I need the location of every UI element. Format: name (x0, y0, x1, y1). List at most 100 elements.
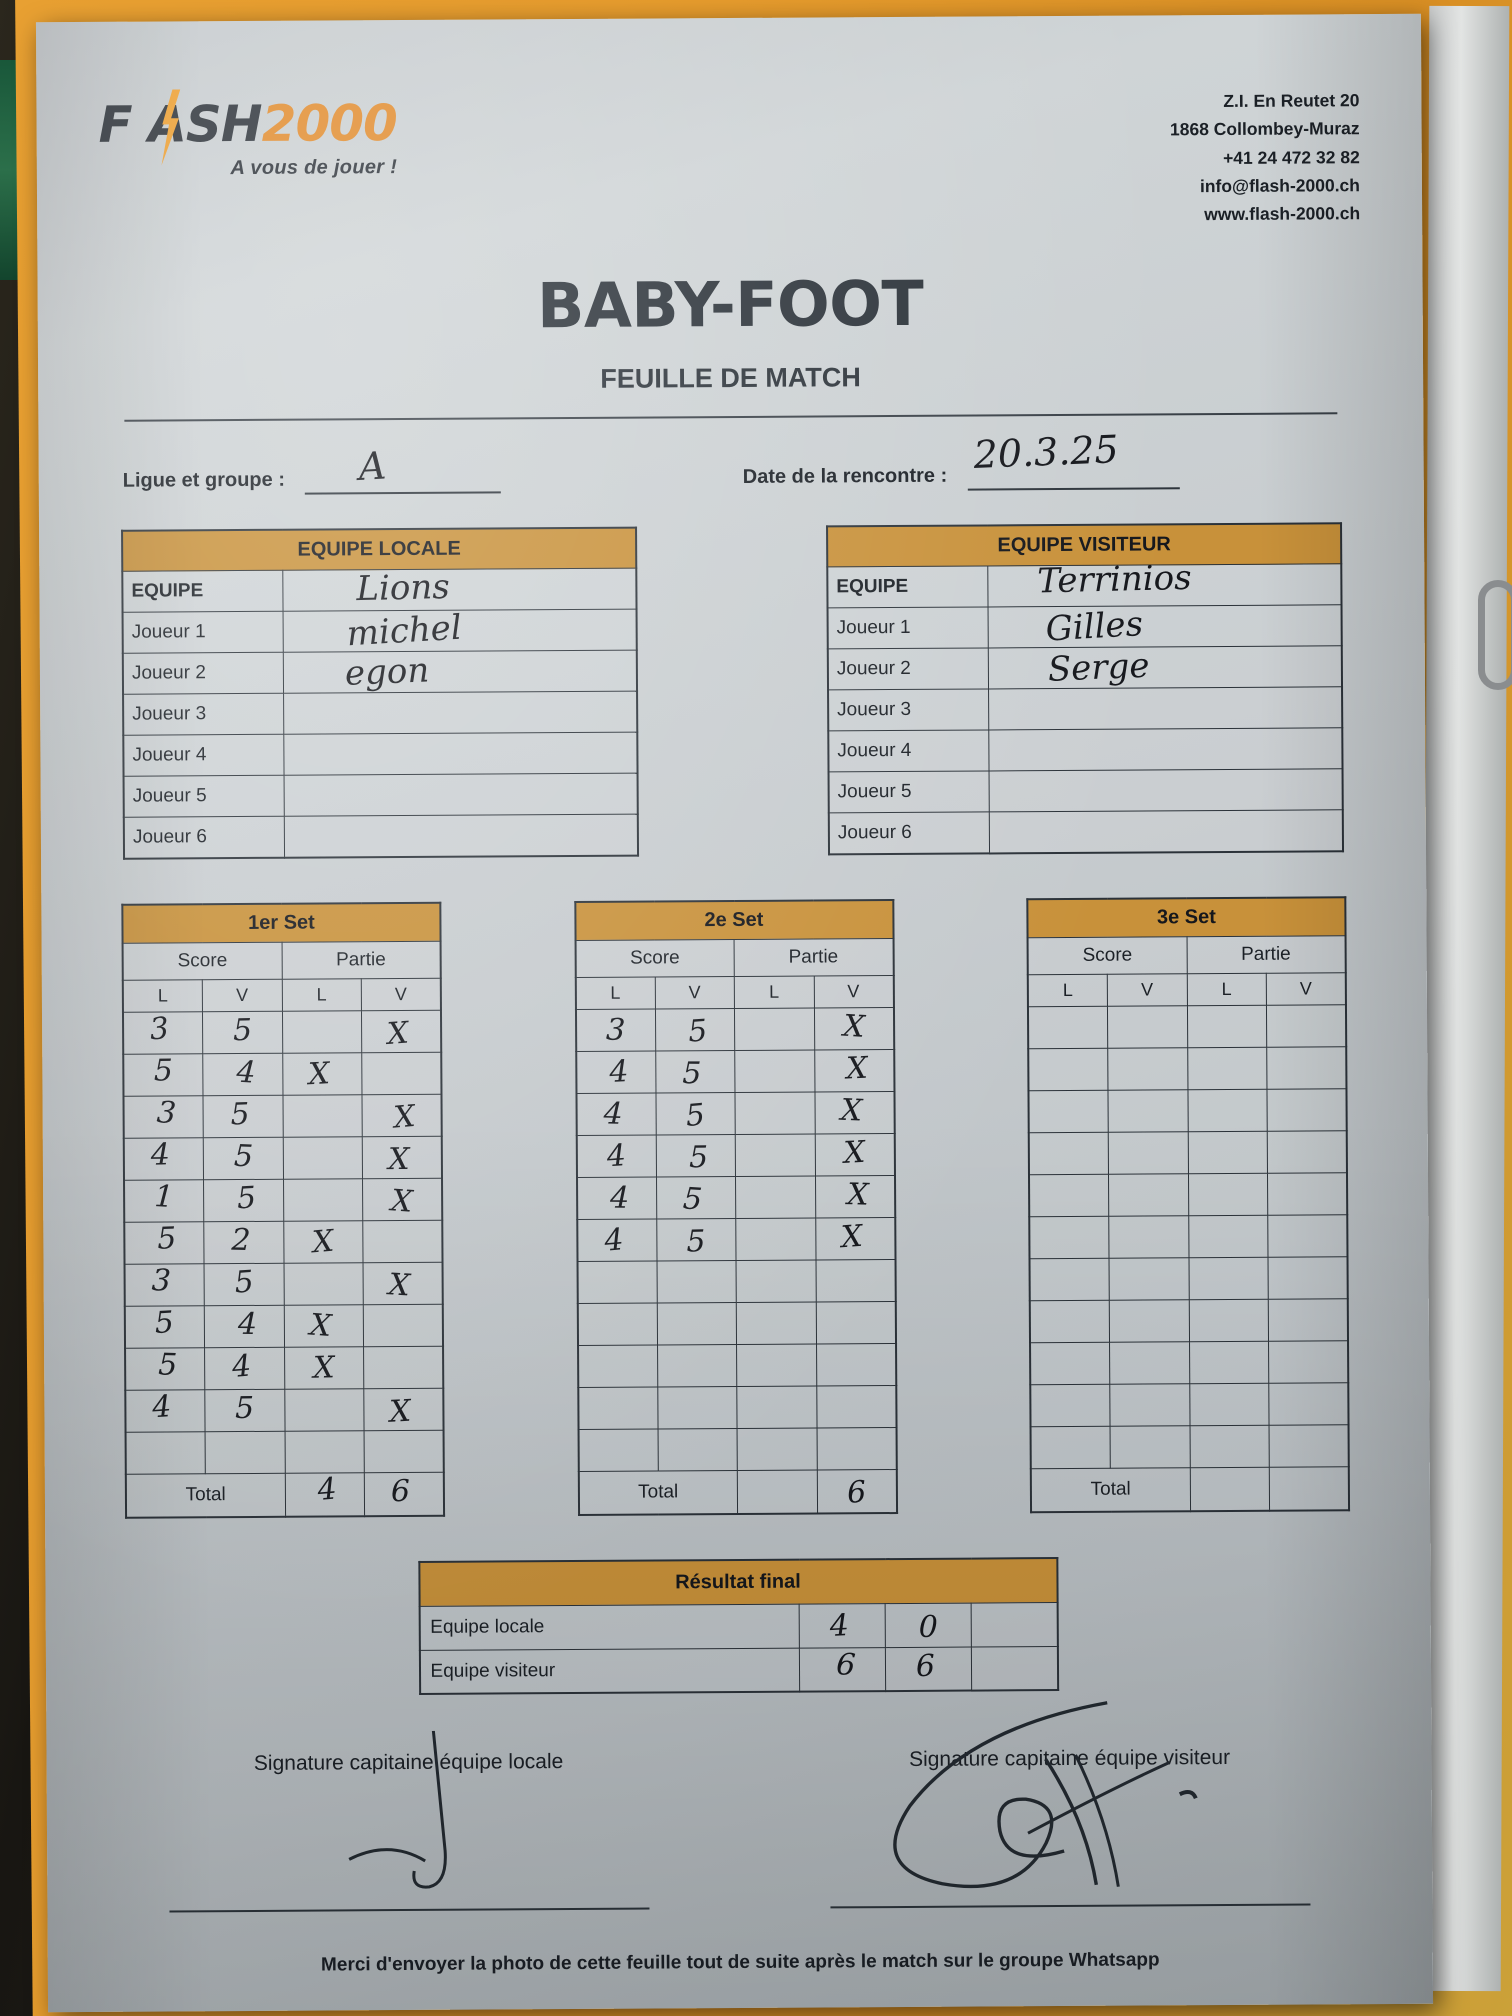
set-1-r6-partie-l[interactable]: X (283, 1220, 364, 1263)
set-2-r7-score-l[interactable] (577, 1260, 657, 1304)
set-1-r10-partie-l[interactable] (284, 1388, 365, 1431)
set-1-r3-score-v[interactable]: 5 (202, 1094, 283, 1138)
set-1-r6-score-v[interactable]: 2 (203, 1220, 284, 1264)
set-1-r3-score-l[interactable]: 3 (123, 1095, 204, 1138)
visitor-player-3-cell[interactable] (988, 687, 1343, 731)
final-local-c3[interactable] (971, 1602, 1058, 1647)
set-2-total-l[interactable] (737, 1469, 818, 1515)
set-3-r10-partie-v[interactable] (1268, 1382, 1349, 1425)
set-3-r6-score-l[interactable] (1029, 1215, 1110, 1259)
set-3-r2-partie-v[interactable] (1266, 1046, 1347, 1089)
visitor-player-2-cell[interactable]: Serge (987, 646, 1343, 690)
set-3-r5-score-v[interactable] (1108, 1173, 1189, 1216)
set-1-r8-partie-v[interactable] (363, 1304, 444, 1347)
set-1-r9-score-l[interactable]: 5 (125, 1347, 205, 1390)
set-3-r4-score-l[interactable] (1028, 1131, 1109, 1175)
set-3-r11-partie-l[interactable] (1189, 1424, 1270, 1468)
set-1-r4-score-l[interactable]: 4 (123, 1137, 204, 1180)
set-3-r2-score-v[interactable] (1107, 1047, 1188, 1090)
set-3-r8-score-v[interactable] (1109, 1299, 1190, 1342)
set-3-r9-score-l[interactable] (1030, 1341, 1110, 1385)
local-player-4-cell[interactable] (283, 732, 638, 776)
set-1-r5-partie-v[interactable]: X (362, 1178, 443, 1221)
set-3-total-v[interactable] (1269, 1466, 1350, 1511)
set-3-r10-score-v[interactable] (1109, 1383, 1190, 1426)
set-3-r1-score-v[interactable] (1107, 1005, 1188, 1048)
set-2-r9-partie-v[interactable] (816, 1343, 896, 1386)
set-2-r11-partie-v[interactable] (816, 1427, 897, 1470)
set-2-r8-score-l[interactable] (577, 1302, 658, 1346)
set-3-r7-score-v[interactable] (1109, 1257, 1189, 1300)
set-2-r11-score-l[interactable] (578, 1428, 658, 1472)
set-2-r3-score-v[interactable]: 5 (655, 1092, 736, 1135)
set-1-r10-score-l[interactable]: 4 (125, 1389, 206, 1432)
league-input[interactable]: A (304, 443, 502, 495)
set-1-r2-partie-l[interactable]: X (282, 1052, 362, 1095)
set-2-r1-score-l[interactable]: 3 (575, 1008, 656, 1052)
set-2-r3-partie-l[interactable] (734, 1091, 815, 1135)
local-signature-line[interactable] (168, 1730, 650, 1913)
set-3-r3-score-l[interactable] (1028, 1089, 1109, 1133)
local-player-1-cell[interactable]: michel (282, 608, 637, 655)
set-2-r5-partie-v[interactable]: X (814, 1175, 895, 1218)
local-player-5-cell[interactable] (283, 773, 638, 817)
visitor-player-6-cell[interactable] (988, 809, 1344, 854)
set-3-r8-score-l[interactable] (1029, 1299, 1110, 1343)
set-2-r8-partie-l[interactable] (736, 1301, 817, 1345)
set-3-r1-score-l[interactable] (1027, 1005, 1108, 1049)
set-3-r2-partie-l[interactable] (1187, 1046, 1267, 1090)
set-2-r1-partie-v[interactable]: X (813, 1007, 894, 1050)
set-1-r8-partie-l[interactable]: X (283, 1304, 364, 1347)
set-2-r7-score-v[interactable] (656, 1260, 737, 1303)
set-2-r10-score-l[interactable] (577, 1386, 658, 1430)
set-1-r11-score-v[interactable] (205, 1430, 285, 1474)
final-local-c1[interactable]: 4 (799, 1603, 886, 1648)
set-1-r8-score-v[interactable]: 4 (204, 1304, 285, 1348)
visitor-player-5-cell[interactable] (988, 769, 1343, 813)
set-2-r1-score-v[interactable]: 5 (654, 1008, 735, 1051)
set-1-r9-partie-l[interactable]: X (284, 1346, 364, 1389)
set-2-r5-score-v[interactable]: 5 (655, 1176, 736, 1219)
set-2-r11-partie-l[interactable] (737, 1427, 817, 1471)
visitor-signature-line[interactable] (829, 1701, 1311, 1909)
set-2-r4-partie-l[interactable] (735, 1133, 815, 1177)
set-2-r9-score-v[interactable] (657, 1344, 737, 1387)
set-2-r4-partie-v[interactable]: X (814, 1133, 895, 1176)
set-3-r9-partie-l[interactable] (1189, 1340, 1269, 1384)
set-2-r6-partie-l[interactable] (735, 1217, 816, 1261)
set-3-r8-partie-l[interactable] (1188, 1298, 1269, 1342)
final-visitor-c3[interactable] (971, 1646, 1058, 1691)
set-1-r6-partie-v[interactable] (362, 1220, 443, 1263)
set-2-r6-score-v[interactable]: 5 (656, 1218, 737, 1261)
set-3-r7-partie-v[interactable] (1268, 1256, 1348, 1299)
set-3-r5-partie-v[interactable] (1267, 1172, 1348, 1215)
set-2-r7-partie-v[interactable] (815, 1259, 896, 1302)
set-2-r10-partie-v[interactable] (816, 1385, 897, 1428)
set-1-r7-score-v[interactable]: 5 (204, 1262, 284, 1306)
set-1-r4-partie-v[interactable]: X (362, 1136, 443, 1179)
set-2-r9-partie-l[interactable] (736, 1343, 817, 1387)
set-3-r10-partie-l[interactable] (1189, 1382, 1270, 1426)
set-1-total-l[interactable]: 4 (284, 1472, 365, 1517)
set-2-r2-partie-l[interactable] (734, 1049, 815, 1093)
local-team-name-cell[interactable]: Lions (282, 567, 637, 612)
set-1-r10-partie-v[interactable]: X (363, 1388, 444, 1431)
set-2-r2-partie-v[interactable]: X (814, 1049, 894, 1092)
set-1-r2-partie-v[interactable] (361, 1052, 442, 1095)
set-3-r7-score-l[interactable] (1029, 1257, 1110, 1301)
set-1-r7-partie-l[interactable] (283, 1262, 364, 1305)
set-1-r5-partie-l[interactable] (283, 1178, 363, 1221)
final-visitor-c1[interactable]: 6 (799, 1647, 886, 1692)
final-visitor-c2[interactable]: 6 (885, 1646, 972, 1692)
set-2-r3-partie-v[interactable]: X (814, 1091, 895, 1134)
set-3-r10-score-l[interactable] (1030, 1383, 1111, 1427)
set-3-r11-score-l[interactable] (1030, 1425, 1111, 1469)
set-2-r6-partie-v[interactable]: X (815, 1217, 896, 1260)
set-2-r9-score-l[interactable] (577, 1344, 658, 1388)
set-3-r2-score-l[interactable] (1028, 1047, 1108, 1091)
set-2-r11-score-v[interactable] (657, 1428, 738, 1471)
set-2-r4-score-v[interactable]: 5 (655, 1134, 736, 1177)
set-2-r2-score-v[interactable]: 5 (655, 1050, 735, 1093)
set-3-r1-partie-l[interactable] (1186, 1004, 1267, 1048)
set-1-r3-partie-l[interactable] (282, 1094, 363, 1137)
